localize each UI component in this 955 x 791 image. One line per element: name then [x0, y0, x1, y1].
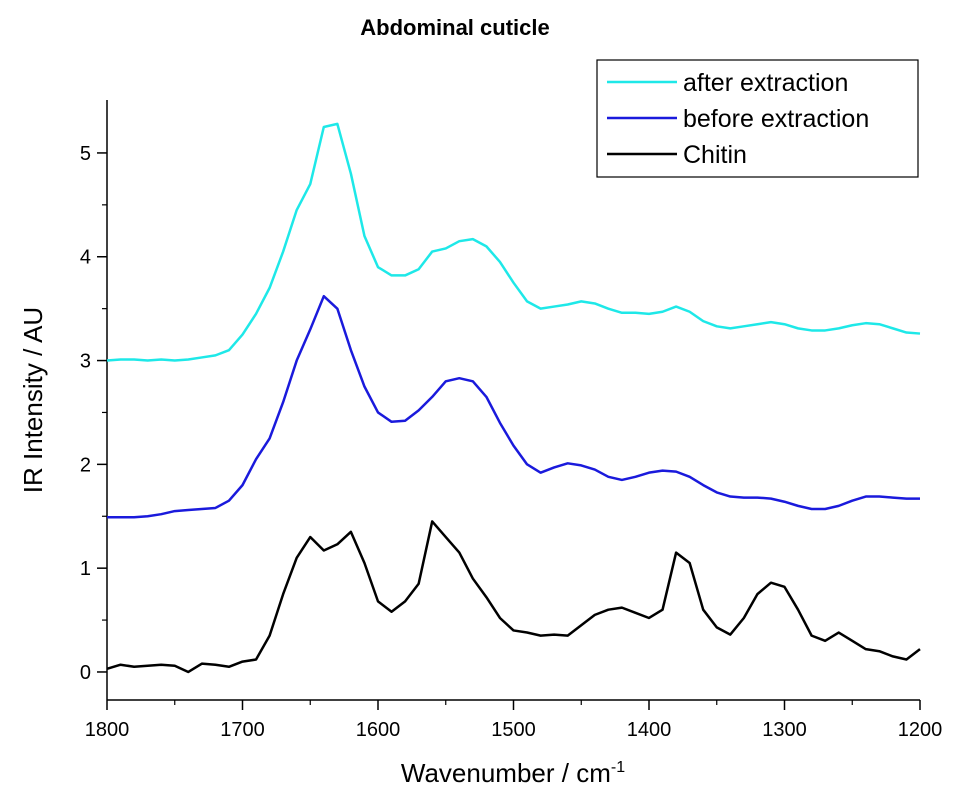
series-line: [106, 122, 921, 362]
x-axis-label-text: Wavenumber / cm: [401, 758, 611, 788]
chart-title: Abdominal cuticle: [360, 15, 549, 40]
y-tick-label: 4: [80, 247, 91, 269]
x-tick-label: 1600: [356, 719, 401, 741]
series-line: [106, 520, 921, 674]
x-tick-label: 1300: [762, 719, 807, 741]
x-tick-label: 1400: [627, 719, 672, 741]
y-axis-label: IR Intensity / AU: [18, 307, 48, 493]
x-tick-label: 1500: [491, 719, 536, 741]
y-tick-label: 2: [80, 454, 91, 476]
x-tick-label: 1200: [898, 719, 943, 741]
y-tick-label: 0: [80, 662, 91, 684]
y-tick-label: 3: [80, 351, 91, 373]
y-tick-label: 5: [80, 143, 91, 165]
x-axis-label-superscript: -1: [611, 759, 625, 776]
y-tick-label: 1: [80, 558, 91, 580]
x-axis-label: Wavenumber / cm-1: [401, 758, 625, 788]
x-tick-label: 1700: [220, 719, 265, 741]
legend-label: Chitin: [683, 141, 747, 169]
legend-label: before extraction: [683, 105, 869, 133]
series-line: [107, 294, 920, 519]
legend-label: after extraction: [683, 69, 848, 97]
x-tick-label: 1800: [85, 719, 130, 741]
